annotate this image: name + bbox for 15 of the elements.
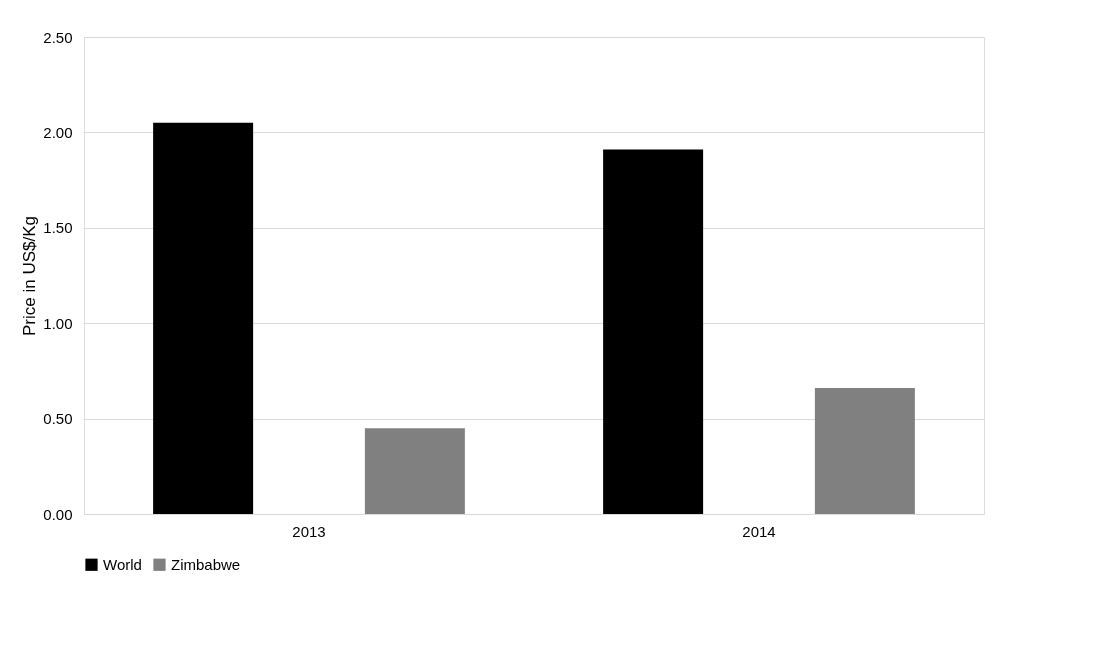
y-tick-label: 2.00 [43, 123, 73, 141]
y-tick-label: 2.50 [43, 28, 73, 46]
legend-label: World [103, 555, 142, 573]
legend-label: Zimbabwe [171, 555, 241, 573]
y-tick-label: 0.50 [43, 410, 73, 428]
x-tick-label: 2014 [742, 522, 776, 540]
bar [603, 149, 704, 514]
bar [153, 122, 254, 514]
y-tick-label: 1.50 [43, 219, 73, 237]
y-axis-title: Price in US$/Kg [20, 216, 40, 336]
bar [814, 388, 915, 514]
y-tick-label: 1.00 [43, 314, 73, 332]
y-tick-label: 0.00 [43, 505, 73, 523]
x-tick-label: 2013 [292, 522, 326, 540]
bar [364, 428, 465, 514]
